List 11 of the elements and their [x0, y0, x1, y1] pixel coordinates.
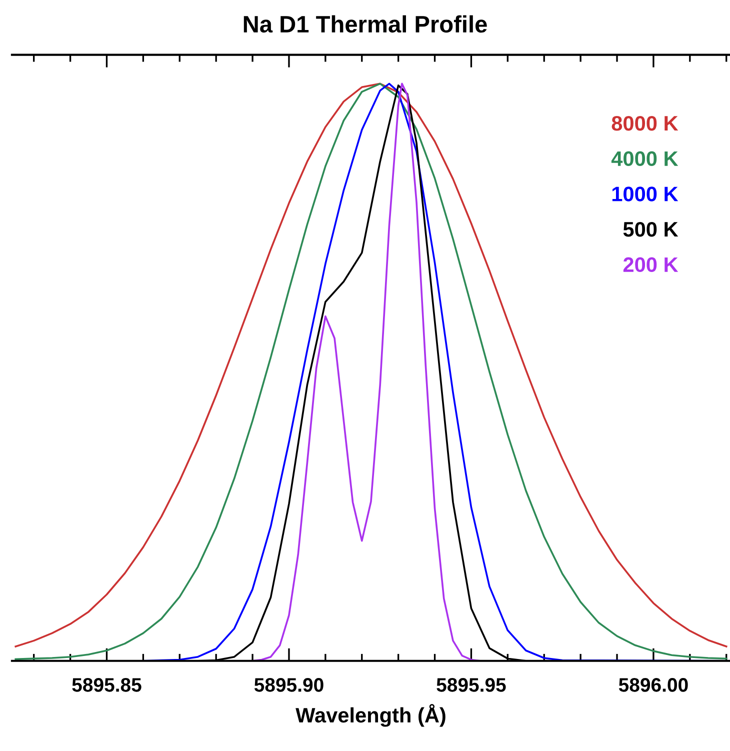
- chart-title: Na D1 Thermal Profile: [244, 15, 487, 33]
- text: 4000 K: [611, 151, 678, 166]
- x-tick-label: 5895.90: [254, 678, 324, 692]
- text: 1000 K: [612, 186, 678, 202]
- text: 200 K: [623, 257, 678, 272]
- text: 500 K: [623, 222, 678, 237]
- x-tick-label: 5895.95: [436, 678, 506, 692]
- x-tick-label: 5896.00: [618, 678, 688, 692]
- x-axis-title: Wavelength (Å): [296, 704, 446, 727]
- x-tick-label: 5895.85: [72, 678, 142, 692]
- text: 8000 K: [612, 116, 678, 131]
